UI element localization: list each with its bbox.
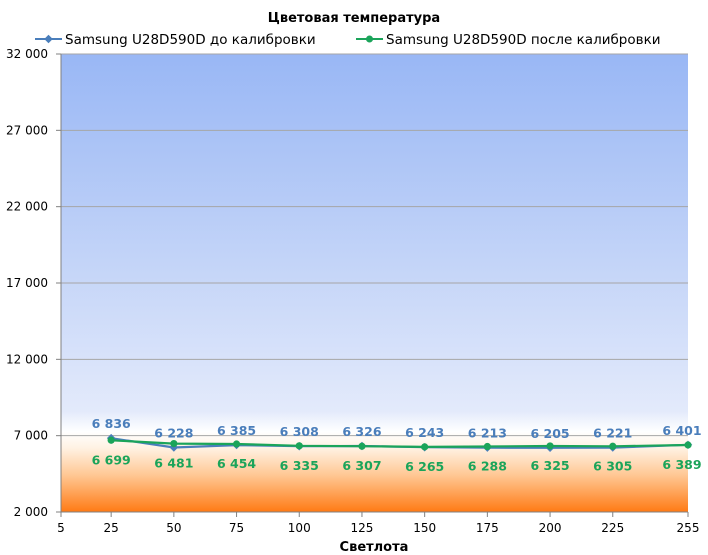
data-label-before: 6 221 — [593, 426, 632, 441]
data-label-before: 6 836 — [92, 416, 131, 431]
data-label-after: 6 305 — [593, 458, 632, 473]
y-tick-label: 12 000 — [6, 352, 48, 366]
data-point-after — [684, 441, 692, 449]
y-axis-ticks: 2 000 7 000 12 000 17 000 22 000 27 000 32 000 — [6, 47, 61, 519]
x-tick-label: 100 — [288, 521, 311, 535]
gridlines — [61, 53, 688, 437]
x-tick-label: 25 — [104, 521, 119, 535]
data-label-after: 6 265 — [405, 459, 444, 474]
x-tick-label: 125 — [351, 521, 374, 535]
data-point-after — [358, 442, 366, 450]
data-label-after: 6 481 — [154, 456, 193, 471]
data-point-after — [609, 442, 617, 450]
x-tick-label: 50 — [166, 521, 181, 535]
legend-item-after: Samsung U28D590D после калибровки — [356, 32, 661, 48]
data-label-before: 6 205 — [530, 426, 569, 441]
data-point-after — [295, 442, 303, 450]
data-label-after: 6 307 — [342, 458, 381, 473]
data-label-after: 6 288 — [468, 459, 507, 474]
y-tick-label: 22 000 — [6, 200, 48, 214]
data-point-after — [107, 436, 115, 444]
legend-label-after: Samsung U28D590D после калибровки — [386, 32, 661, 48]
y-tick-label: 7 000 — [14, 429, 48, 443]
data-label-after: 6 389 — [662, 457, 701, 472]
data-label-before: 6 401 — [662, 423, 701, 438]
y-tick-label: 17 000 — [6, 276, 48, 290]
data-label-before: 6 213 — [468, 426, 507, 441]
y-tick-label: 27 000 — [6, 123, 48, 137]
data-point-after — [170, 439, 178, 448]
series-line-after — [111, 439, 689, 448]
y-tick-label: 32 000 — [6, 47, 48, 61]
data-point-after — [483, 442, 491, 451]
legend-label-before: Samsung U28D590D до калибровки — [65, 32, 316, 48]
x-axis-title: Светлота — [340, 540, 409, 555]
x-tick-label: 225 — [601, 521, 624, 535]
legend-marker-before — [44, 34, 53, 44]
data-label-after: 6 325 — [530, 458, 569, 473]
chart-title: Цветовая температура — [268, 11, 440, 26]
x-tick-label: 75 — [229, 521, 244, 535]
data-label-before: 6 243 — [405, 425, 444, 440]
data-label-after: 6 454 — [217, 456, 256, 471]
data-labels: 6 836 6 228 6 385 6 308 6 326 6 243 6 213 6 205… — [92, 416, 702, 474]
x-axis-ticks: 5 25 50 75 100 125 150 175 200 225 255 — [57, 512, 699, 535]
data-point-after — [232, 440, 241, 448]
data-label-after: 6 335 — [280, 458, 319, 473]
data-label-before: 6 326 — [342, 424, 381, 439]
data-label-before: 6 308 — [280, 424, 319, 439]
series-after — [107, 436, 692, 451]
data-label-before: 6 228 — [154, 425, 193, 440]
y-tick-label: 2 000 — [14, 505, 48, 519]
legend-item-before: Samsung U28D590D до калибровки — [35, 32, 316, 48]
x-tick-label: 175 — [476, 521, 499, 535]
legend: Samsung U28D590D до калибровки Samsung U… — [35, 32, 661, 48]
x-tick-label: 255 — [677, 521, 700, 535]
data-label-before: 6 385 — [217, 423, 256, 438]
series-layer: 6 836 6 228 6 385 6 308 6 326 6 243 6 213 6 205… — [92, 416, 702, 474]
data-point-after — [421, 443, 429, 451]
data-label-after: 6 699 — [92, 452, 131, 467]
x-tick-label: 200 — [539, 521, 562, 535]
x-tick-label: 5 — [57, 521, 65, 535]
x-tick-label: 150 — [413, 521, 436, 535]
data-point-after — [546, 442, 554, 450]
legend-marker-after — [366, 35, 373, 43]
